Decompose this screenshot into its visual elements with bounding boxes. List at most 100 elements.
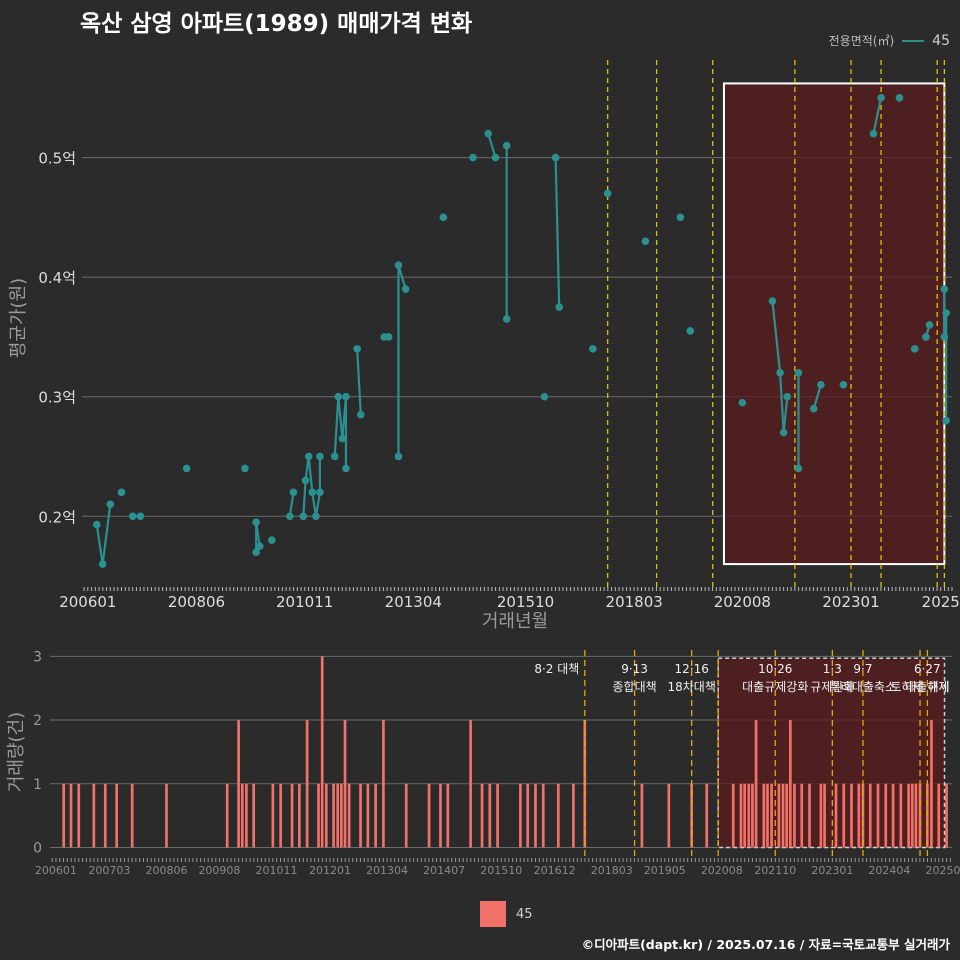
volume-bar <box>751 783 754 848</box>
price-point <box>555 303 563 311</box>
volume-bar <box>857 783 861 848</box>
volume-bar <box>914 783 918 848</box>
volume-bar <box>785 783 789 848</box>
volume-bar <box>271 783 275 848</box>
price-x-tick-label: 201011 <box>276 593 333 611</box>
volume-bar <box>945 783 948 848</box>
volume-x-tick-label: 200601 <box>35 864 77 877</box>
price-point <box>589 345 597 353</box>
price-point <box>301 476 310 485</box>
volume-bar <box>240 783 244 848</box>
volume-annotation: 9·7 <box>853 662 872 676</box>
price-point <box>255 542 264 550</box>
volume-bar <box>92 783 96 848</box>
volume-bar <box>496 783 499 848</box>
volume-x-tick-label: 201612 <box>534 864 576 877</box>
price-point <box>384 333 393 341</box>
price-line-segment <box>356 348 362 415</box>
volume-bar <box>225 783 229 848</box>
price-point <box>469 153 477 162</box>
legend-title: 전용면적(㎡) <box>828 34 895 48</box>
volume-x-tick-label: 202110 <box>754 864 796 877</box>
price-point <box>940 333 949 341</box>
volume-bar <box>298 783 301 848</box>
volume-bar <box>237 720 240 848</box>
volume-bar <box>320 656 324 848</box>
volume-bar <box>907 783 910 848</box>
volume-bar <box>115 783 119 848</box>
price-line-segment <box>778 372 785 433</box>
volume-annotation: 12·16 <box>674 662 708 676</box>
volume-bar <box>781 783 785 848</box>
price-line-segment <box>255 522 261 547</box>
volume-bar <box>808 783 811 848</box>
price-point <box>439 213 448 222</box>
volume-bar <box>850 783 853 848</box>
volume-bar <box>347 783 351 848</box>
price-point <box>910 345 919 353</box>
footer-credit: ©디아파트(dapt.kr) / 2025.07.16 / 자료=국토교통부 실… <box>581 937 950 952</box>
volume-x-tick-label: 201407 <box>423 864 465 877</box>
price-x-axis-title: 거래년월 <box>482 611 548 632</box>
price-chart: 0.2억 0.3억 0.4억 0.5억 200601 200806 201011 201304… <box>8 60 960 632</box>
volume-chart: 0 1 2 3 8·2 대책 9·13 종합대책 12·16 18차대책 10·26 대출규제강화 1… <box>6 649 960 877</box>
price-line-segment <box>314 492 322 517</box>
price-point <box>869 129 878 138</box>
volume-x-tick-label: 201201 <box>309 864 351 877</box>
volume-annotation: 1·3 <box>823 662 842 676</box>
price-point <box>779 428 788 437</box>
volume-bar <box>305 720 309 848</box>
price-y-tick-label: 0.4억 <box>38 269 76 287</box>
price-x-tick-label: 2025 <box>922 593 960 611</box>
volume-annotation: 10·26 <box>758 662 792 676</box>
price-point <box>353 345 361 353</box>
price-x-tick-label: 201803 <box>606 593 663 611</box>
volume-bar <box>705 783 709 848</box>
volume-annotation: 토허제 해제 <box>891 680 950 694</box>
volume-bar <box>640 783 644 848</box>
volume-bar <box>332 783 335 848</box>
volume-bar <box>556 783 560 848</box>
volume-bar <box>130 783 134 848</box>
volume-annotation: 종합대책 <box>613 679 657 694</box>
volume-bar <box>446 783 450 848</box>
volume-bar <box>937 783 941 848</box>
price-y-axis-title: 평균가(원) <box>8 278 29 358</box>
volume-bar <box>165 783 168 848</box>
price-point <box>106 500 115 509</box>
volume-annotation: 6·27 <box>914 662 941 676</box>
price-point <box>316 488 324 497</box>
price-line-segment <box>812 384 822 409</box>
price-point <box>776 368 784 377</box>
volume-x-tick-label: 200703 <box>88 864 130 877</box>
price-x-tick-label: 200806 <box>168 593 225 611</box>
volume-bar <box>343 720 347 848</box>
volume-bar <box>770 783 773 848</box>
price-point <box>117 488 126 497</box>
price-line-segment <box>771 300 782 373</box>
legend-top: 전용면적(㎡) 45 <box>829 32 950 49</box>
legend-line-key <box>902 39 925 42</box>
price-x-tick-label: 201510 <box>497 593 554 611</box>
volume-x-tick-label: 201011 <box>256 864 298 877</box>
price-line-segment <box>333 396 340 457</box>
legend-label: 45 <box>932 32 950 49</box>
legend-bar-label: 45 <box>516 906 533 922</box>
volume-bar <box>62 783 66 848</box>
price-point <box>491 153 500 162</box>
volume-x-tick-label: 200908 <box>198 864 240 877</box>
price-point <box>308 488 317 497</box>
volume-bar <box>382 720 385 848</box>
volume-bar <box>572 783 575 848</box>
volume-bar <box>793 783 796 848</box>
price-point <box>540 392 549 401</box>
price-y-tick-label: 0.3억 <box>38 389 76 407</box>
price-point <box>809 404 818 413</box>
volume-bar <box>519 783 522 848</box>
price-point <box>738 398 747 407</box>
volume-bar <box>480 783 484 848</box>
price-line-segment <box>872 97 883 134</box>
price-point <box>342 392 350 401</box>
volume-bar <box>359 783 362 848</box>
volume-annotation: 8·2 대책 <box>534 661 579 676</box>
